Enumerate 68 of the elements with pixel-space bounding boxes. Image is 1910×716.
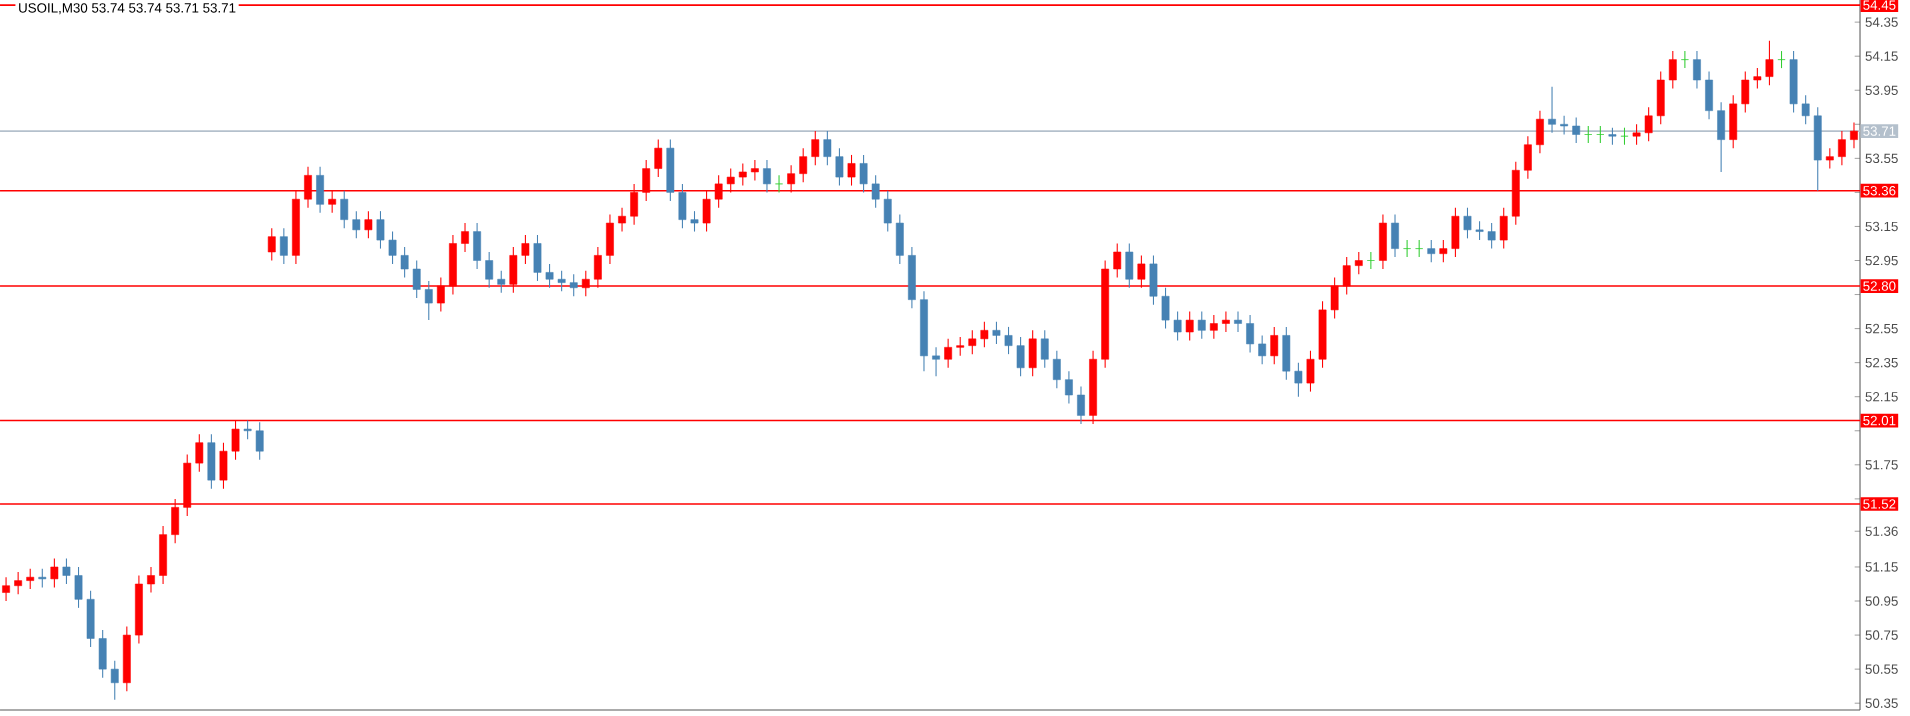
candlestick <box>811 130 820 166</box>
candlestick <box>618 207 626 233</box>
candlestick <box>1125 242 1134 289</box>
candlestick <box>932 346 940 377</box>
candlestick <box>1258 334 1267 365</box>
candlestick <box>1197 311 1206 340</box>
candlestick <box>956 336 965 357</box>
candlestick <box>497 270 506 294</box>
candlestick <box>1113 242 1122 279</box>
candlestick <box>908 246 916 309</box>
candlestick <box>485 251 494 289</box>
candlestick <box>1246 314 1254 353</box>
candlestick <box>654 139 663 178</box>
candlestick <box>1825 147 1834 170</box>
candlestick <box>1077 385 1085 425</box>
candlestick <box>26 568 35 590</box>
candlestick <box>1234 311 1242 333</box>
candlestick <box>895 214 904 265</box>
candlestick <box>1209 314 1218 340</box>
candlestick <box>1572 116 1581 144</box>
candlestick <box>750 159 759 182</box>
candlestick <box>2 576 10 602</box>
candlestick <box>1838 130 1846 166</box>
candlestick <box>1668 50 1677 90</box>
candlestick <box>1693 50 1701 90</box>
candlestick <box>159 525 167 585</box>
candlestick <box>1040 329 1049 369</box>
candlestick <box>1729 94 1738 149</box>
candlestick <box>1354 251 1363 275</box>
candlestick <box>1717 101 1726 173</box>
candlestick <box>606 214 614 265</box>
candlestick <box>799 147 808 183</box>
candlestick <box>847 154 856 187</box>
candlestick <box>1028 329 1037 377</box>
candlestick <box>1705 70 1713 120</box>
candlestick <box>1379 214 1387 270</box>
candlestick <box>1391 214 1399 258</box>
candlestick <box>1065 370 1073 405</box>
candlestick <box>50 557 59 588</box>
candlestick <box>279 227 288 265</box>
candlestick <box>1222 311 1230 333</box>
candlestick <box>944 338 953 369</box>
candlestick <box>461 222 469 253</box>
candlestick <box>763 159 771 193</box>
candlestick <box>1499 207 1508 250</box>
candlestick <box>775 174 783 193</box>
candlestick <box>364 210 373 239</box>
candlestick <box>14 571 23 595</box>
candlestick <box>207 433 216 490</box>
candlestick <box>267 227 276 262</box>
candlestick <box>1548 86 1556 134</box>
candlestick <box>424 280 433 321</box>
candlestick <box>1403 239 1411 258</box>
candlestick <box>1681 50 1689 69</box>
candlestick <box>1536 110 1544 154</box>
candlestick <box>1052 350 1061 389</box>
candlestick <box>1850 122 1858 149</box>
candlestick <box>1523 135 1532 180</box>
candlestick <box>1560 115 1568 136</box>
candlestick <box>122 626 131 692</box>
candlestick <box>147 566 155 594</box>
candlestick <box>1427 239 1436 263</box>
candlestick <box>316 166 324 214</box>
candlestick <box>473 222 481 270</box>
candlestick <box>38 568 47 588</box>
candlestick <box>738 162 747 187</box>
candlestick <box>1185 311 1194 342</box>
candlestick <box>1270 326 1279 365</box>
